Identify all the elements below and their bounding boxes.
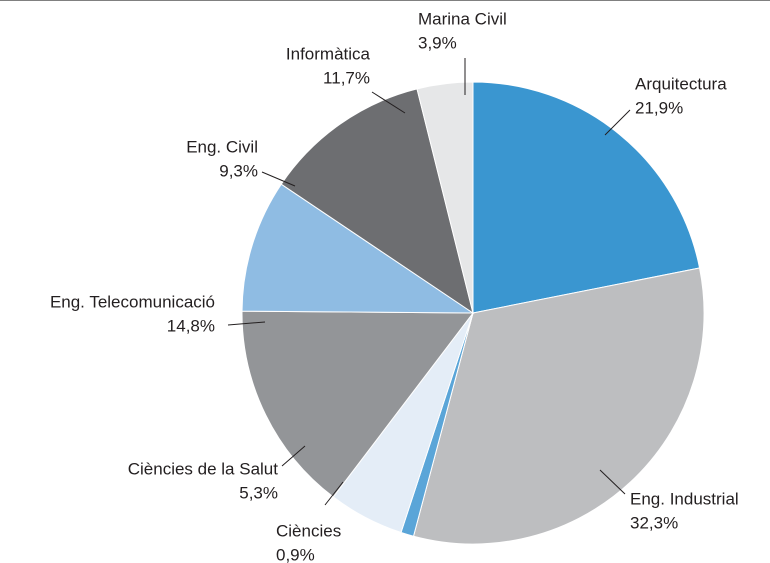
leader-line [227, 321, 266, 326]
leader-line [261, 171, 296, 187]
slice-value-label: 21,9% [635, 98, 683, 117]
slice-value-label: 14,8% [167, 316, 215, 335]
slice-value-label: 11,7% [323, 68, 370, 87]
slice-label: Marina Civil [418, 9, 507, 28]
slice-label: Eng. Telecomunicació [50, 292, 215, 311]
leader-line [604, 109, 631, 136]
slice-label: Eng. Industrial [630, 489, 739, 508]
pie-slice [280, 88, 474, 315]
leader-line [281, 445, 306, 467]
slice-label: Ciències de la Salut [128, 459, 279, 478]
pie-slice [472, 81, 701, 314]
pie-slice [416, 81, 474, 314]
leader-line [324, 481, 344, 506]
slice-value-label: 0,9% [276, 545, 315, 563]
slice-value-label: 5,3% [239, 483, 278, 502]
slice-label: Informàtica [286, 44, 371, 63]
pie-slice [241, 183, 475, 314]
slice-label: Eng. Civil [186, 137, 258, 156]
slice-label: Arquitectura [635, 74, 727, 93]
slice-value-label: 32,3% [630, 513, 678, 532]
slice-label: Ciències [276, 521, 341, 540]
leader-line [371, 91, 406, 114]
pie-slice [412, 267, 705, 545]
slice-value-label: 3,9% [418, 33, 457, 52]
leader-line [599, 469, 626, 495]
slice-value-label: 9,3% [219, 161, 258, 180]
